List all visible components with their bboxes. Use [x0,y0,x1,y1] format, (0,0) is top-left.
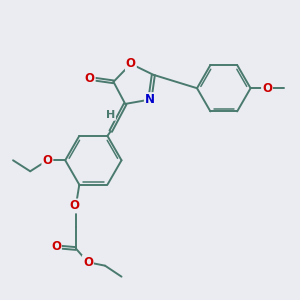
Text: O: O [85,72,95,85]
Text: O: O [126,57,136,70]
Text: O: O [51,240,61,253]
Text: O: O [83,256,93,269]
Text: H: H [106,110,115,120]
Text: O: O [42,154,52,167]
Text: O: O [262,82,272,95]
Text: O: O [69,200,79,212]
Text: N: N [145,93,155,106]
